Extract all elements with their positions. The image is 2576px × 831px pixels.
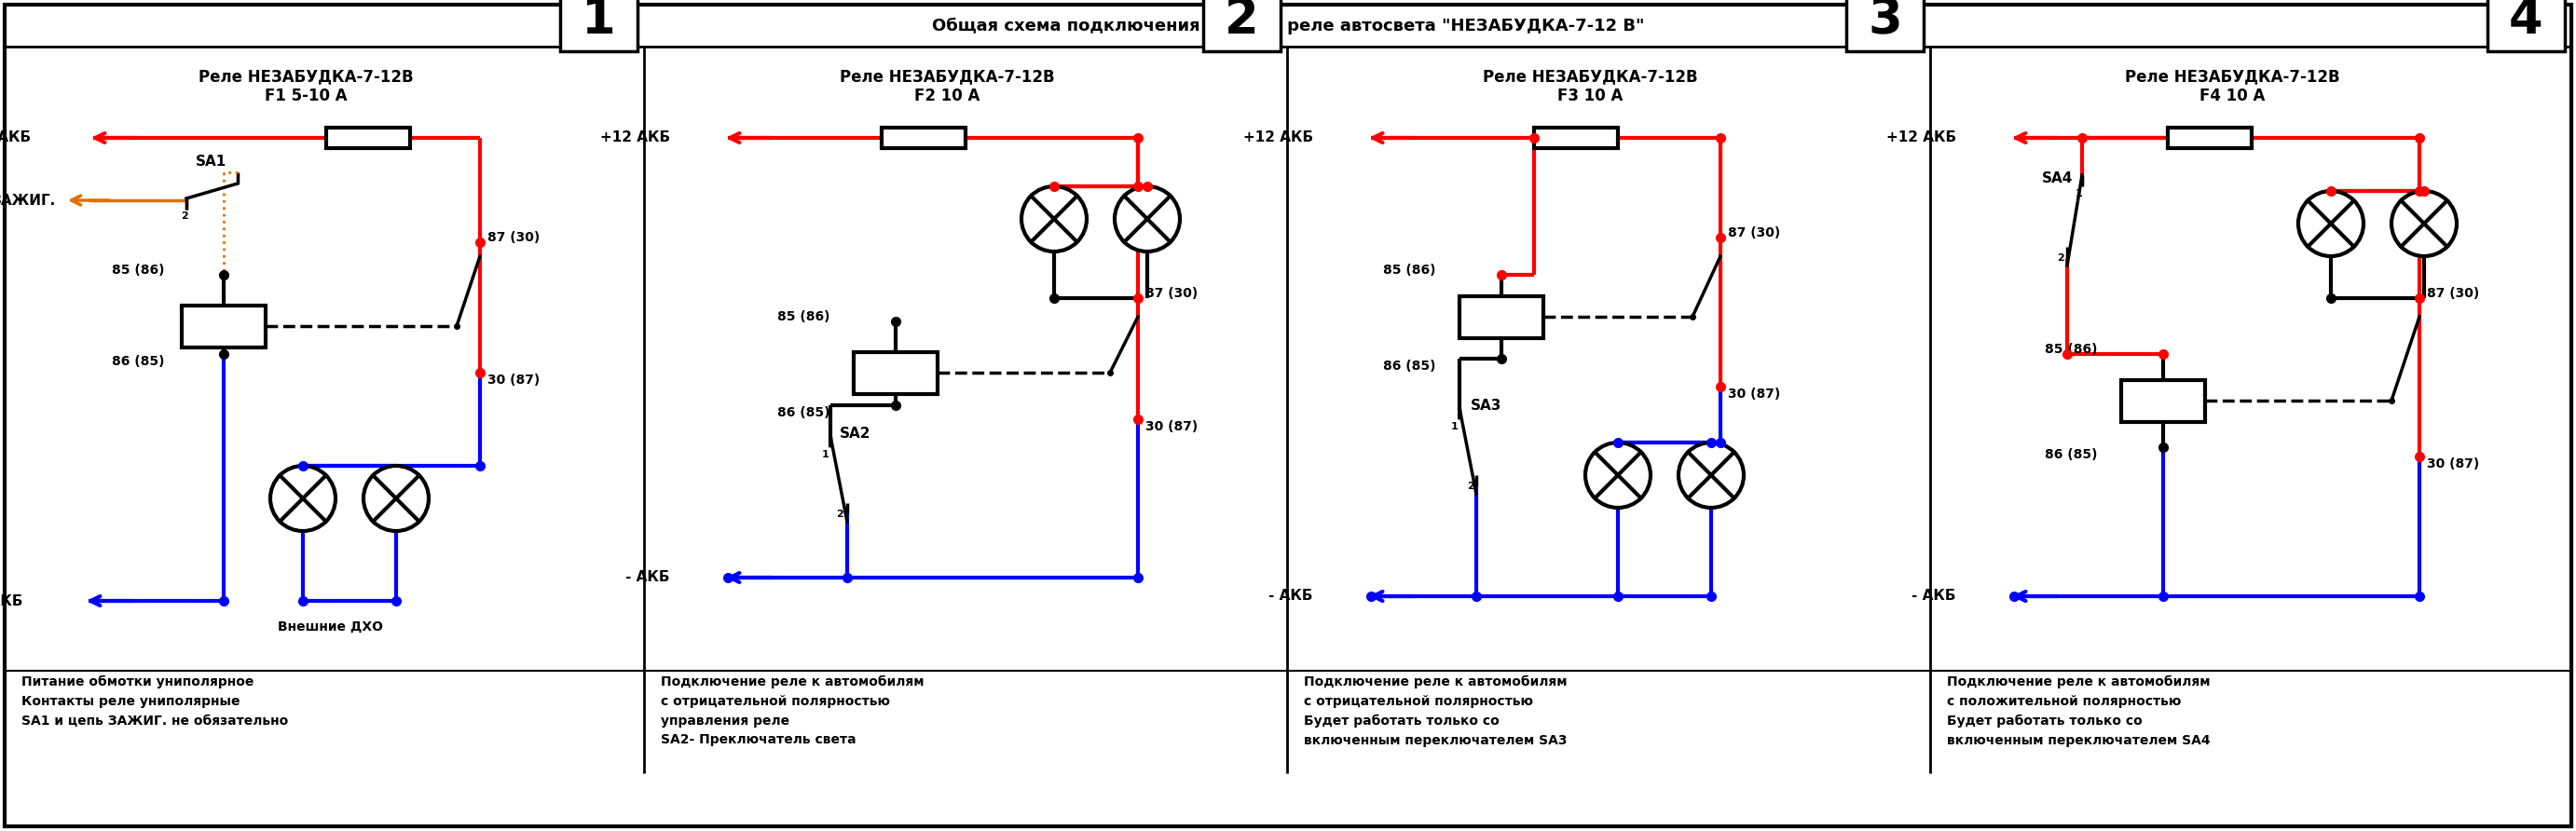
Text: 4: 4: [2509, 0, 2543, 44]
Text: 30 (87): 30 (87): [1146, 420, 1198, 433]
Text: ЗАЖИГ.: ЗАЖИГ.: [0, 194, 57, 207]
Text: Подключение реле к автомобилям
с положительной полярностью
Будет работать только: Подключение реле к автомобилям с положит…: [1947, 676, 2210, 747]
Bar: [2120, 380, 2205, 421]
Bar: [1203, 0, 1280, 52]
Bar: [1535, 128, 1618, 148]
Text: 30 (87): 30 (87): [487, 374, 541, 386]
Text: 2: 2: [1468, 482, 1473, 491]
Text: SA1: SA1: [196, 155, 227, 168]
Text: Подключение реле к автомобилям
с отрицательной полярностью
управления реле
SA2- : Подключение реле к автомобилям с отрицат…: [662, 676, 925, 746]
Text: 87 (30): 87 (30): [2427, 287, 2478, 300]
Text: +12 АКБ: +12 АКБ: [1244, 131, 1314, 145]
Circle shape: [363, 466, 428, 531]
Bar: [1461, 296, 1543, 337]
Text: SA2: SA2: [840, 426, 871, 440]
Circle shape: [1115, 186, 1180, 252]
Bar: [559, 0, 636, 52]
Text: 1: 1: [582, 0, 616, 44]
Bar: [2169, 128, 2251, 148]
Text: Реле НЕЗАБУДКА-7-12В: Реле НЕЗАБУДКА-7-12В: [840, 68, 1054, 85]
Bar: [327, 128, 410, 148]
Text: 2: 2: [2058, 253, 2063, 263]
Text: 85 (86): 85 (86): [113, 263, 165, 277]
Text: 86 (85): 86 (85): [2045, 448, 2097, 461]
Text: 1: 1: [822, 450, 829, 460]
Circle shape: [1584, 443, 1651, 508]
Circle shape: [270, 466, 335, 531]
Bar: [1847, 0, 1924, 52]
Text: Подключение реле к автомобилям
с отрицательной полярностью
Будет работать только: Подключение реле к автомобилям с отрицат…: [1303, 676, 1566, 747]
Text: SA3: SA3: [1471, 398, 1502, 412]
Text: 1: 1: [1450, 422, 1458, 431]
Text: SA4: SA4: [2043, 172, 2074, 186]
Text: 2: 2: [180, 211, 188, 221]
Text: 85 (86): 85 (86): [2045, 343, 2097, 356]
Text: 85 (86): 85 (86): [778, 310, 829, 323]
Bar: [853, 352, 938, 394]
Text: +12 АКБ: +12 АКБ: [1886, 131, 1955, 145]
Circle shape: [2298, 191, 2365, 256]
Text: 1: 1: [2076, 189, 2084, 199]
Text: F3 10 А: F3 10 А: [1556, 87, 1623, 105]
Text: F4 10 А: F4 10 А: [2200, 87, 2264, 105]
Text: Питание обмотки униполярное
Контакты реле униполярные
SA1 и цепь ЗАЖИГ. не обяза: Питание обмотки униполярное Контакты рел…: [21, 676, 289, 727]
Bar: [881, 128, 966, 148]
Text: F1 5-10 А: F1 5-10 А: [265, 87, 348, 105]
Text: 2: 2: [837, 509, 842, 519]
Text: Реле НЕЗАБУДКА-7-12В: Реле НЕЗАБУДКА-7-12В: [2125, 68, 2339, 85]
Text: 87 (30): 87 (30): [487, 231, 541, 244]
Text: - АКБ: - АКБ: [0, 594, 23, 608]
Text: 87 (30): 87 (30): [1146, 287, 1198, 300]
Text: Общая схема подключения IRIDIUM реле автосвета "НЕЗАБУДКА-7-12 В": Общая схема подключения IRIDIUM реле авт…: [933, 17, 1643, 35]
Bar: [2488, 0, 2566, 52]
Bar: [183, 305, 265, 347]
Text: 30 (87): 30 (87): [2427, 457, 2478, 470]
Text: 3: 3: [1868, 0, 1901, 44]
Text: 85 (86): 85 (86): [1383, 263, 1437, 277]
Text: - АКБ: - АКБ: [1911, 589, 1955, 603]
Circle shape: [1680, 443, 1744, 508]
Text: 30 (87): 30 (87): [1728, 387, 1780, 401]
Circle shape: [2391, 191, 2458, 256]
Text: 86 (85): 86 (85): [113, 355, 165, 368]
Text: +12 АКБ: +12 АКБ: [0, 131, 31, 145]
Text: 86 (85): 86 (85): [778, 406, 829, 419]
Text: Внешние ДХО: Внешние ДХО: [278, 621, 384, 633]
Text: - АКБ: - АКБ: [1270, 589, 1314, 603]
Text: - АКБ: - АКБ: [626, 571, 670, 584]
Text: Реле НЕЗАБУДКА-7-12В: Реле НЕЗАБУДКА-7-12В: [198, 68, 412, 85]
Text: 87 (30): 87 (30): [1728, 226, 1780, 239]
Circle shape: [1023, 186, 1087, 252]
Text: 86 (85): 86 (85): [1383, 360, 1437, 372]
Text: Реле НЕЗАБУДКА-7-12В: Реле НЕЗАБУДКА-7-12В: [1484, 68, 1698, 85]
Text: +12 АКБ: +12 АКБ: [600, 131, 670, 145]
Text: 2: 2: [1224, 0, 1260, 44]
Text: F2 10 А: F2 10 А: [914, 87, 979, 105]
